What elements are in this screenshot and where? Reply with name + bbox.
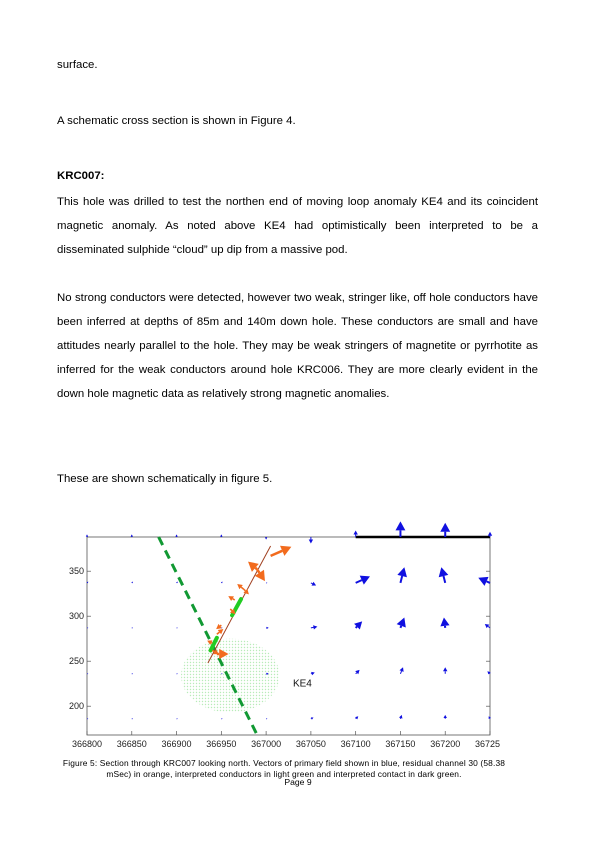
primary-field-vector — [266, 582, 268, 584]
primary-field-vector — [85, 534, 89, 537]
x-tick-label: 366850 — [117, 739, 147, 749]
primary-field-vector — [131, 627, 134, 629]
x-tick-label: 366800 — [72, 739, 102, 749]
primary-field-vector — [438, 567, 449, 584]
primary-field-vector — [310, 625, 318, 630]
plot-frame — [86, 536, 491, 736]
primary-field-vector — [87, 673, 89, 675]
x-tick-label: 367150 — [385, 739, 415, 749]
primary-field-vector — [176, 718, 178, 720]
y-tick-label: 300 — [69, 611, 84, 621]
primary-field-vector — [398, 714, 403, 719]
residual-vector — [248, 561, 259, 572]
section-chart: 366800 366850 366900 366950 367000 367050 3671… — [69, 521, 505, 749]
section-heading: KRC007: — [57, 170, 105, 182]
primary-field-vector — [397, 567, 407, 584]
primary-field-vector — [443, 714, 447, 719]
ke4-zone — [181, 638, 280, 713]
primary-field-vector — [131, 581, 134, 584]
primary-field-vector — [176, 581, 178, 584]
primary-field-vector — [399, 667, 404, 674]
residual-vector — [270, 545, 292, 558]
residual-vector — [254, 568, 265, 582]
primary-field-vector — [87, 718, 89, 720]
primary-field-vector — [176, 673, 178, 675]
primary-field-vector — [355, 716, 359, 720]
primary-field-vector — [355, 669, 360, 675]
x-tick-label: 366950 — [206, 739, 236, 749]
primary-field-vector — [310, 581, 317, 586]
primary-field-vector — [220, 581, 223, 584]
primary-field-vector — [488, 716, 491, 720]
x-tick-label: 367200 — [430, 739, 460, 749]
primary-field-vector — [176, 627, 178, 629]
residual-vector — [216, 648, 229, 660]
primary-field-vector — [487, 531, 493, 537]
residual-vector — [216, 629, 224, 635]
primary-field-vector — [221, 718, 223, 720]
primary-field-vector — [130, 534, 133, 537]
text-surface: surface. — [57, 59, 98, 71]
y-tick-label: 200 — [69, 701, 84, 711]
x-tick-label: 367000 — [251, 739, 281, 749]
paragraph-conductors: No strong conductors were detected, howe… — [57, 292, 538, 400]
primary-field-vector — [131, 718, 134, 720]
text-figure-ref: These are shown schematically in figure … — [57, 473, 273, 485]
x-tick-label: 366900 — [162, 739, 192, 749]
interpreted-conductor — [208, 635, 219, 653]
x-tick-label: 367250 — [475, 739, 500, 749]
residual-vector — [229, 608, 236, 615]
primary-field-vector — [353, 530, 358, 537]
text-cross-section: A schematic cross section is shown in Fi… — [57, 115, 296, 127]
primary-field-vector — [487, 671, 491, 675]
primary-field-vector — [308, 537, 314, 544]
primary-field-vector — [354, 621, 363, 630]
residual-vector — [243, 588, 249, 595]
primary-field-vector — [87, 627, 89, 629]
residual-vector — [237, 584, 245, 590]
primary-field-vector — [355, 575, 370, 585]
primary-field-vector — [440, 617, 450, 629]
primary-field-vector — [86, 581, 89, 584]
primary-field-vector — [443, 667, 448, 674]
primary-field-vector — [264, 537, 268, 540]
y-tick-label: 350 — [69, 566, 84, 576]
primary-field-vector — [266, 672, 269, 675]
page-number: Page 9 — [284, 777, 312, 787]
primary-field-vector — [131, 673, 134, 675]
primary-field-vector — [484, 624, 491, 629]
x-tick-label: 367100 — [341, 739, 371, 749]
x-tick-label: 367050 — [296, 739, 326, 749]
primary-field-vector — [310, 717, 314, 720]
y-tick-label: 250 — [69, 656, 84, 666]
primary-field-vector — [440, 522, 451, 537]
ke4-label: KE4 — [293, 678, 312, 689]
primary-field-vector — [395, 521, 406, 537]
residual-vector — [207, 640, 213, 645]
primary-field-vector — [266, 718, 268, 720]
residual-vector — [228, 596, 236, 602]
residual-vector — [216, 623, 222, 630]
primary-field-vector — [266, 626, 269, 630]
figure-caption: Figure 5: Section through KRC007 looking… — [62, 758, 506, 779]
figure-5: 366800 366850 366900 366950 367000 367050 3671… — [60, 505, 505, 755]
paragraph-drill-purpose: This hole was drilled to test the northe… — [57, 196, 538, 256]
primary-field-vector — [396, 617, 406, 629]
primary-field-vector — [175, 534, 178, 537]
primary-field-vector — [221, 673, 223, 675]
interpreted-contact — [157, 536, 259, 736]
primary-field-vector — [478, 576, 491, 586]
primary-field-vector — [220, 534, 223, 537]
primary-field-vector — [310, 671, 315, 676]
